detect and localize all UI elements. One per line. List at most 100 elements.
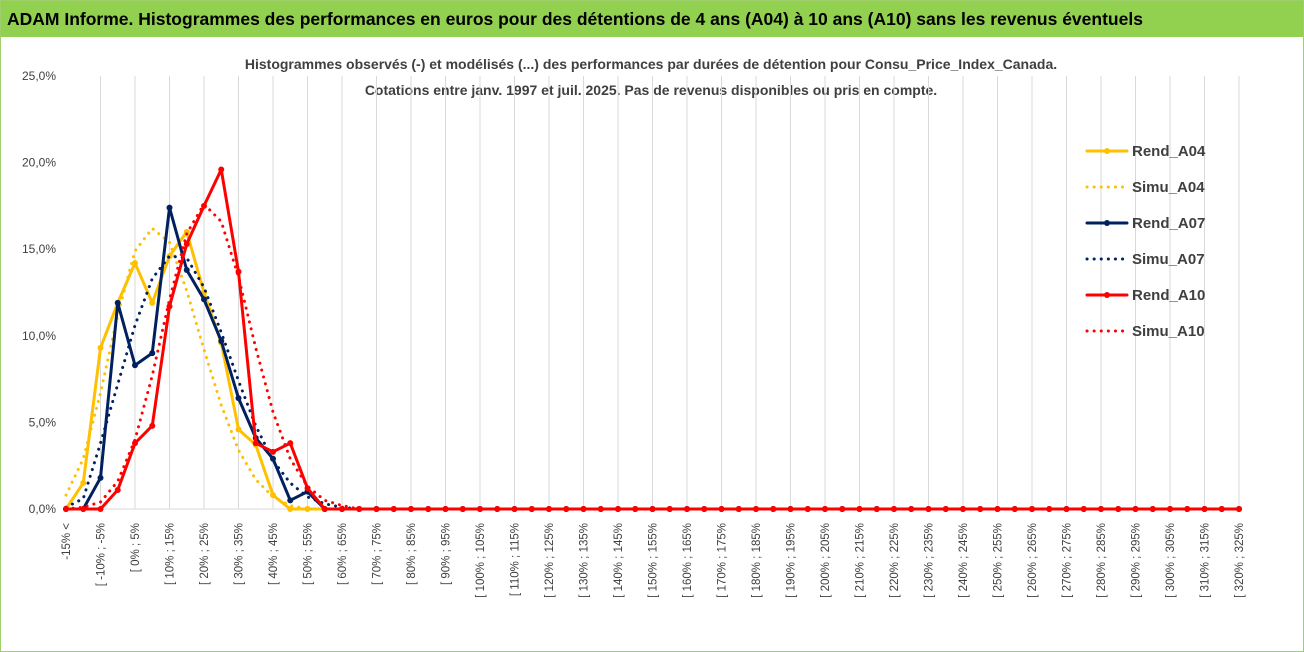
x-tick-label: [ 240% ; 245%: [958, 523, 970, 598]
data-point: [856, 506, 863, 512]
data-point: [287, 440, 294, 447]
chart-title-line-2: Cotations entre janv. 1997 et juil. 2025…: [364, 82, 938, 98]
legend: Rend_A04 Simu_A04 Rend_A07 Simu_A07 Rend_A10…: [1085, 143, 1206, 340]
data-point: [97, 474, 104, 481]
series-line-Simu_A07: [64, 254, 1241, 511]
chart-title-line-1: Histogrammes observés (-) et modélisés (…: [244, 56, 1058, 72]
data-point: [97, 344, 104, 351]
data-point: [390, 506, 397, 512]
data-point: [735, 506, 742, 512]
series-group: [63, 166, 1242, 512]
data-point: [132, 260, 138, 267]
data-point: [149, 299, 156, 306]
x-tick-label: [ 10% ; 15%: [165, 523, 177, 585]
legend-item: Simu_A10: [1085, 323, 1205, 340]
x-tick-label: [ -10% ; -5%: [96, 523, 108, 586]
x-tick-label: [ 150% ; 155%: [648, 523, 660, 598]
data-point: [942, 506, 949, 512]
data-point: [1149, 506, 1156, 512]
x-tick-label: [ 90% ; 95%: [441, 523, 453, 585]
x-tick-label: [ 300% ; 305%: [1165, 523, 1177, 598]
y-tick-label: 25,0%: [22, 69, 56, 83]
legend-item: Simu_A07: [1085, 251, 1205, 268]
x-axis: -15% < [ -10% ; -5% [ 0% ; 5% [ 10% ; 15% [ …: [61, 523, 1246, 598]
data-point: [977, 506, 984, 512]
legend-label: Simu_A07: [1132, 251, 1205, 268]
x-tick-label: [ 200% ; 205%: [820, 523, 832, 598]
legend-label: Rend_A07: [1132, 215, 1205, 232]
data-point: [235, 395, 242, 402]
data-point: [201, 296, 207, 303]
legend-label: Simu_A04: [1132, 179, 1205, 196]
data-point: [270, 448, 276, 455]
x-tick-label: [ 290% ; 295%: [1131, 523, 1143, 598]
x-tick-label: [ 100% ; 105%: [475, 523, 487, 598]
legend-label: Rend_A04: [1132, 143, 1206, 160]
data-point: [373, 506, 380, 512]
y-axis: 0,0% 5,0% 10,0% 15,0% 20,0% 25,0%: [22, 69, 56, 516]
y-tick-label: 10,0%: [22, 329, 56, 343]
data-point: [1218, 506, 1225, 512]
data-point: [511, 506, 518, 512]
y-tick-label: 5,0%: [29, 415, 57, 429]
series-Simu_A07: [64, 254, 1241, 511]
data-point: [97, 506, 104, 512]
x-tick-label: [ 160% ; 165%: [682, 523, 694, 598]
data-point: [183, 241, 190, 248]
x-tick-label: [ 310% ; 315%: [1200, 523, 1212, 598]
legend-marker: [1104, 220, 1110, 226]
data-point: [459, 506, 466, 512]
data-point: [218, 337, 225, 344]
data-point: [114, 486, 121, 493]
data-point: [1184, 506, 1191, 512]
legend-marker: [1104, 292, 1110, 298]
data-point: [1063, 506, 1070, 512]
data-point: [908, 506, 915, 512]
legend-item: Rend_A10: [1085, 287, 1205, 304]
x-tick-label: [ 130% ; 135%: [579, 523, 591, 598]
data-point: [666, 506, 673, 512]
data-point: [132, 362, 138, 369]
x-tick-label: [ 80% ; 85%: [406, 523, 418, 585]
x-tick-label: [ 280% ; 285%: [1096, 523, 1108, 598]
data-point: [822, 506, 828, 512]
x-tick-label: [ 30% ; 35%: [234, 523, 246, 585]
data-point: [287, 506, 294, 512]
x-tick-label: [ 260% ; 265%: [1027, 523, 1039, 598]
data-point: [546, 506, 552, 512]
data-point: [166, 303, 173, 310]
x-tick-label: [ 210% ; 215%: [855, 523, 867, 598]
data-point: [252, 440, 259, 447]
data-point: [132, 440, 138, 447]
x-tick-label: [ 270% ; 275%: [1062, 523, 1074, 598]
x-tick-label: [ 60% ; 65%: [337, 523, 349, 585]
data-point: [339, 506, 345, 512]
data-point: [235, 426, 242, 433]
data-point: [787, 506, 794, 512]
x-tick-label: [ 120% ; 125%: [544, 523, 556, 598]
page-banner-title: ADAM Informe. Histogrammes des performan…: [1, 1, 1303, 37]
x-tick-label: [ 110% ; 115%: [510, 523, 522, 596]
y-tick-label: 0,0%: [29, 502, 57, 516]
legend-marker: [1104, 148, 1110, 154]
data-point: [580, 506, 587, 512]
data-point: [287, 497, 294, 504]
x-tick-label: [ 50% ; 55%: [303, 523, 315, 585]
x-tick-label: [ 250% ; 255%: [993, 523, 1005, 598]
x-tick-label: [ 0% ; 5%: [130, 523, 142, 572]
x-tick-label: [ 40% ; 45%: [268, 523, 280, 585]
data-point: [615, 506, 621, 512]
legend-item: Rend_A07: [1085, 215, 1205, 232]
legend-label: Simu_A10: [1132, 323, 1205, 340]
data-point: [114, 299, 121, 306]
data-point: [80, 480, 87, 487]
data-point: [632, 506, 639, 512]
y-tick-label: 20,0%: [22, 156, 56, 170]
chart-title: Histogrammes observés (-) et modélisés (…: [151, 51, 1151, 103]
data-point: [425, 506, 432, 512]
data-point: [166, 204, 173, 211]
data-point: [873, 506, 880, 512]
x-tick-label: [ 180% ; 185%: [751, 523, 763, 598]
